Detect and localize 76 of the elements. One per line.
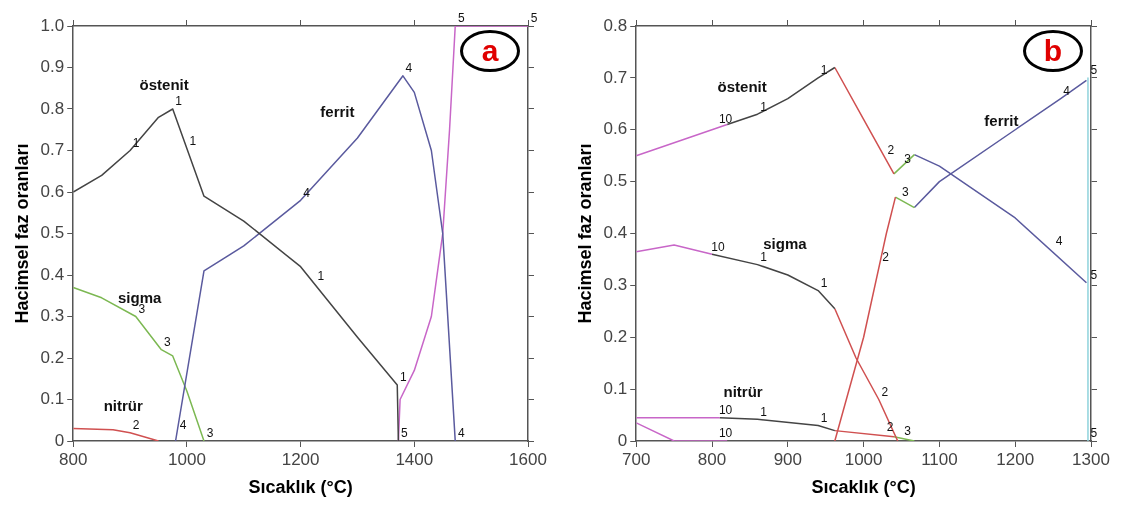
annotation: 5 [1090, 268, 1098, 283]
y-tick-label: 0.4 [40, 264, 65, 284]
y-tick-label: 0 [54, 430, 65, 450]
y-axis-title: Hacimsel faz oranları [11, 143, 32, 324]
x-tick-label: 900 [773, 449, 803, 469]
y-tick-label: 0.4 [603, 223, 628, 243]
annotation: 5 [1090, 426, 1098, 441]
x-tick-label: 1000 [168, 449, 206, 469]
annotation: 1 [820, 410, 828, 425]
y-tick-label: 0.2 [603, 326, 628, 346]
annotation: nitrür [723, 383, 763, 400]
x-tick-label: 1000 [844, 449, 883, 469]
annotation: 5 [401, 426, 409, 441]
annotation: 1 [820, 275, 828, 290]
annotation: 10 [718, 112, 733, 127]
annotation: 2 [132, 418, 140, 433]
annotation: 3 [901, 184, 909, 199]
annotation: 5 [1090, 63, 1098, 78]
x-tick-label: 1100 [921, 449, 958, 469]
y-tick-label: 0.2 [40, 347, 65, 367]
annotation: 3 [164, 335, 171, 350]
annotation: 3 [206, 426, 214, 441]
annotation: 1 [760, 99, 768, 114]
annotation: ferrit [320, 103, 355, 121]
annotation: 4 [457, 426, 465, 441]
y-tick-label: 0.3 [40, 306, 65, 326]
annotation: östenit [139, 76, 189, 94]
y-tick-label: 0.3 [603, 275, 628, 295]
annotation: 4 [1063, 83, 1071, 98]
annotation: östenit [717, 78, 767, 96]
x-tick-label: 800 [59, 449, 88, 469]
x-axis-title: Sıcaklık (°C) [811, 477, 916, 498]
y-tick-label: 0.8 [603, 15, 628, 35]
annotation: 10 [718, 402, 733, 417]
annotation: 10 [718, 426, 733, 441]
x-axis-title: Sıcaklık (°C) [248, 477, 353, 498]
annotation: 1 [820, 63, 828, 78]
annotation: 5 [457, 11, 465, 26]
annotation: 2 [887, 143, 895, 158]
annotation: 1 [175, 94, 183, 109]
y-tick-label: 0.1 [40, 389, 65, 409]
y-tick-label: 0.7 [40, 140, 65, 160]
x-tick-label: 1400 [395, 449, 434, 469]
y-tick-label: 1.0 [40, 15, 65, 35]
y-tick-label: 0.1 [603, 378, 628, 398]
annotation: 10 [711, 239, 726, 254]
y-tick-label: 0.7 [603, 67, 628, 87]
annotation: b [1043, 34, 1063, 67]
annotation: 1 [760, 404, 768, 419]
annotation: ferrit [984, 112, 1019, 130]
y-tick-label: 0.5 [40, 223, 65, 243]
y-tick-label: 0.6 [40, 181, 65, 201]
y-tick-label: 0.8 [40, 98, 65, 118]
y-axis-title: Hacimsel faz oranları [574, 143, 595, 324]
y-tick-label: 0 [617, 430, 628, 450]
annotation: nitrür [103, 396, 143, 414]
x-tick-label: 1200 [996, 449, 1035, 469]
annotation: 2 [882, 249, 890, 264]
x-tick-label: 1200 [281, 449, 320, 469]
annotation: a [481, 34, 499, 67]
annotation: 4 [405, 61, 413, 76]
y-tick-label: 0.5 [603, 171, 628, 191]
annotation: 1 [399, 370, 407, 385]
annotation: 4 [1055, 234, 1063, 249]
x-tick-label: 800 [697, 449, 727, 469]
annotation: 1 [317, 269, 325, 284]
y-tick-label: 0.6 [603, 119, 628, 139]
annotation: 2 [881, 384, 889, 399]
annotation: 4 [179, 418, 187, 433]
annotation: 5 [530, 11, 538, 26]
x-tick-label: 1600 [509, 449, 547, 469]
x-tick-label: 700 [622, 449, 651, 469]
x-tick-label: 1300 [1072, 449, 1110, 469]
annotation: 3 [904, 423, 912, 438]
annotation: 1 [189, 133, 197, 148]
y-tick-label: 0.9 [40, 57, 65, 77]
